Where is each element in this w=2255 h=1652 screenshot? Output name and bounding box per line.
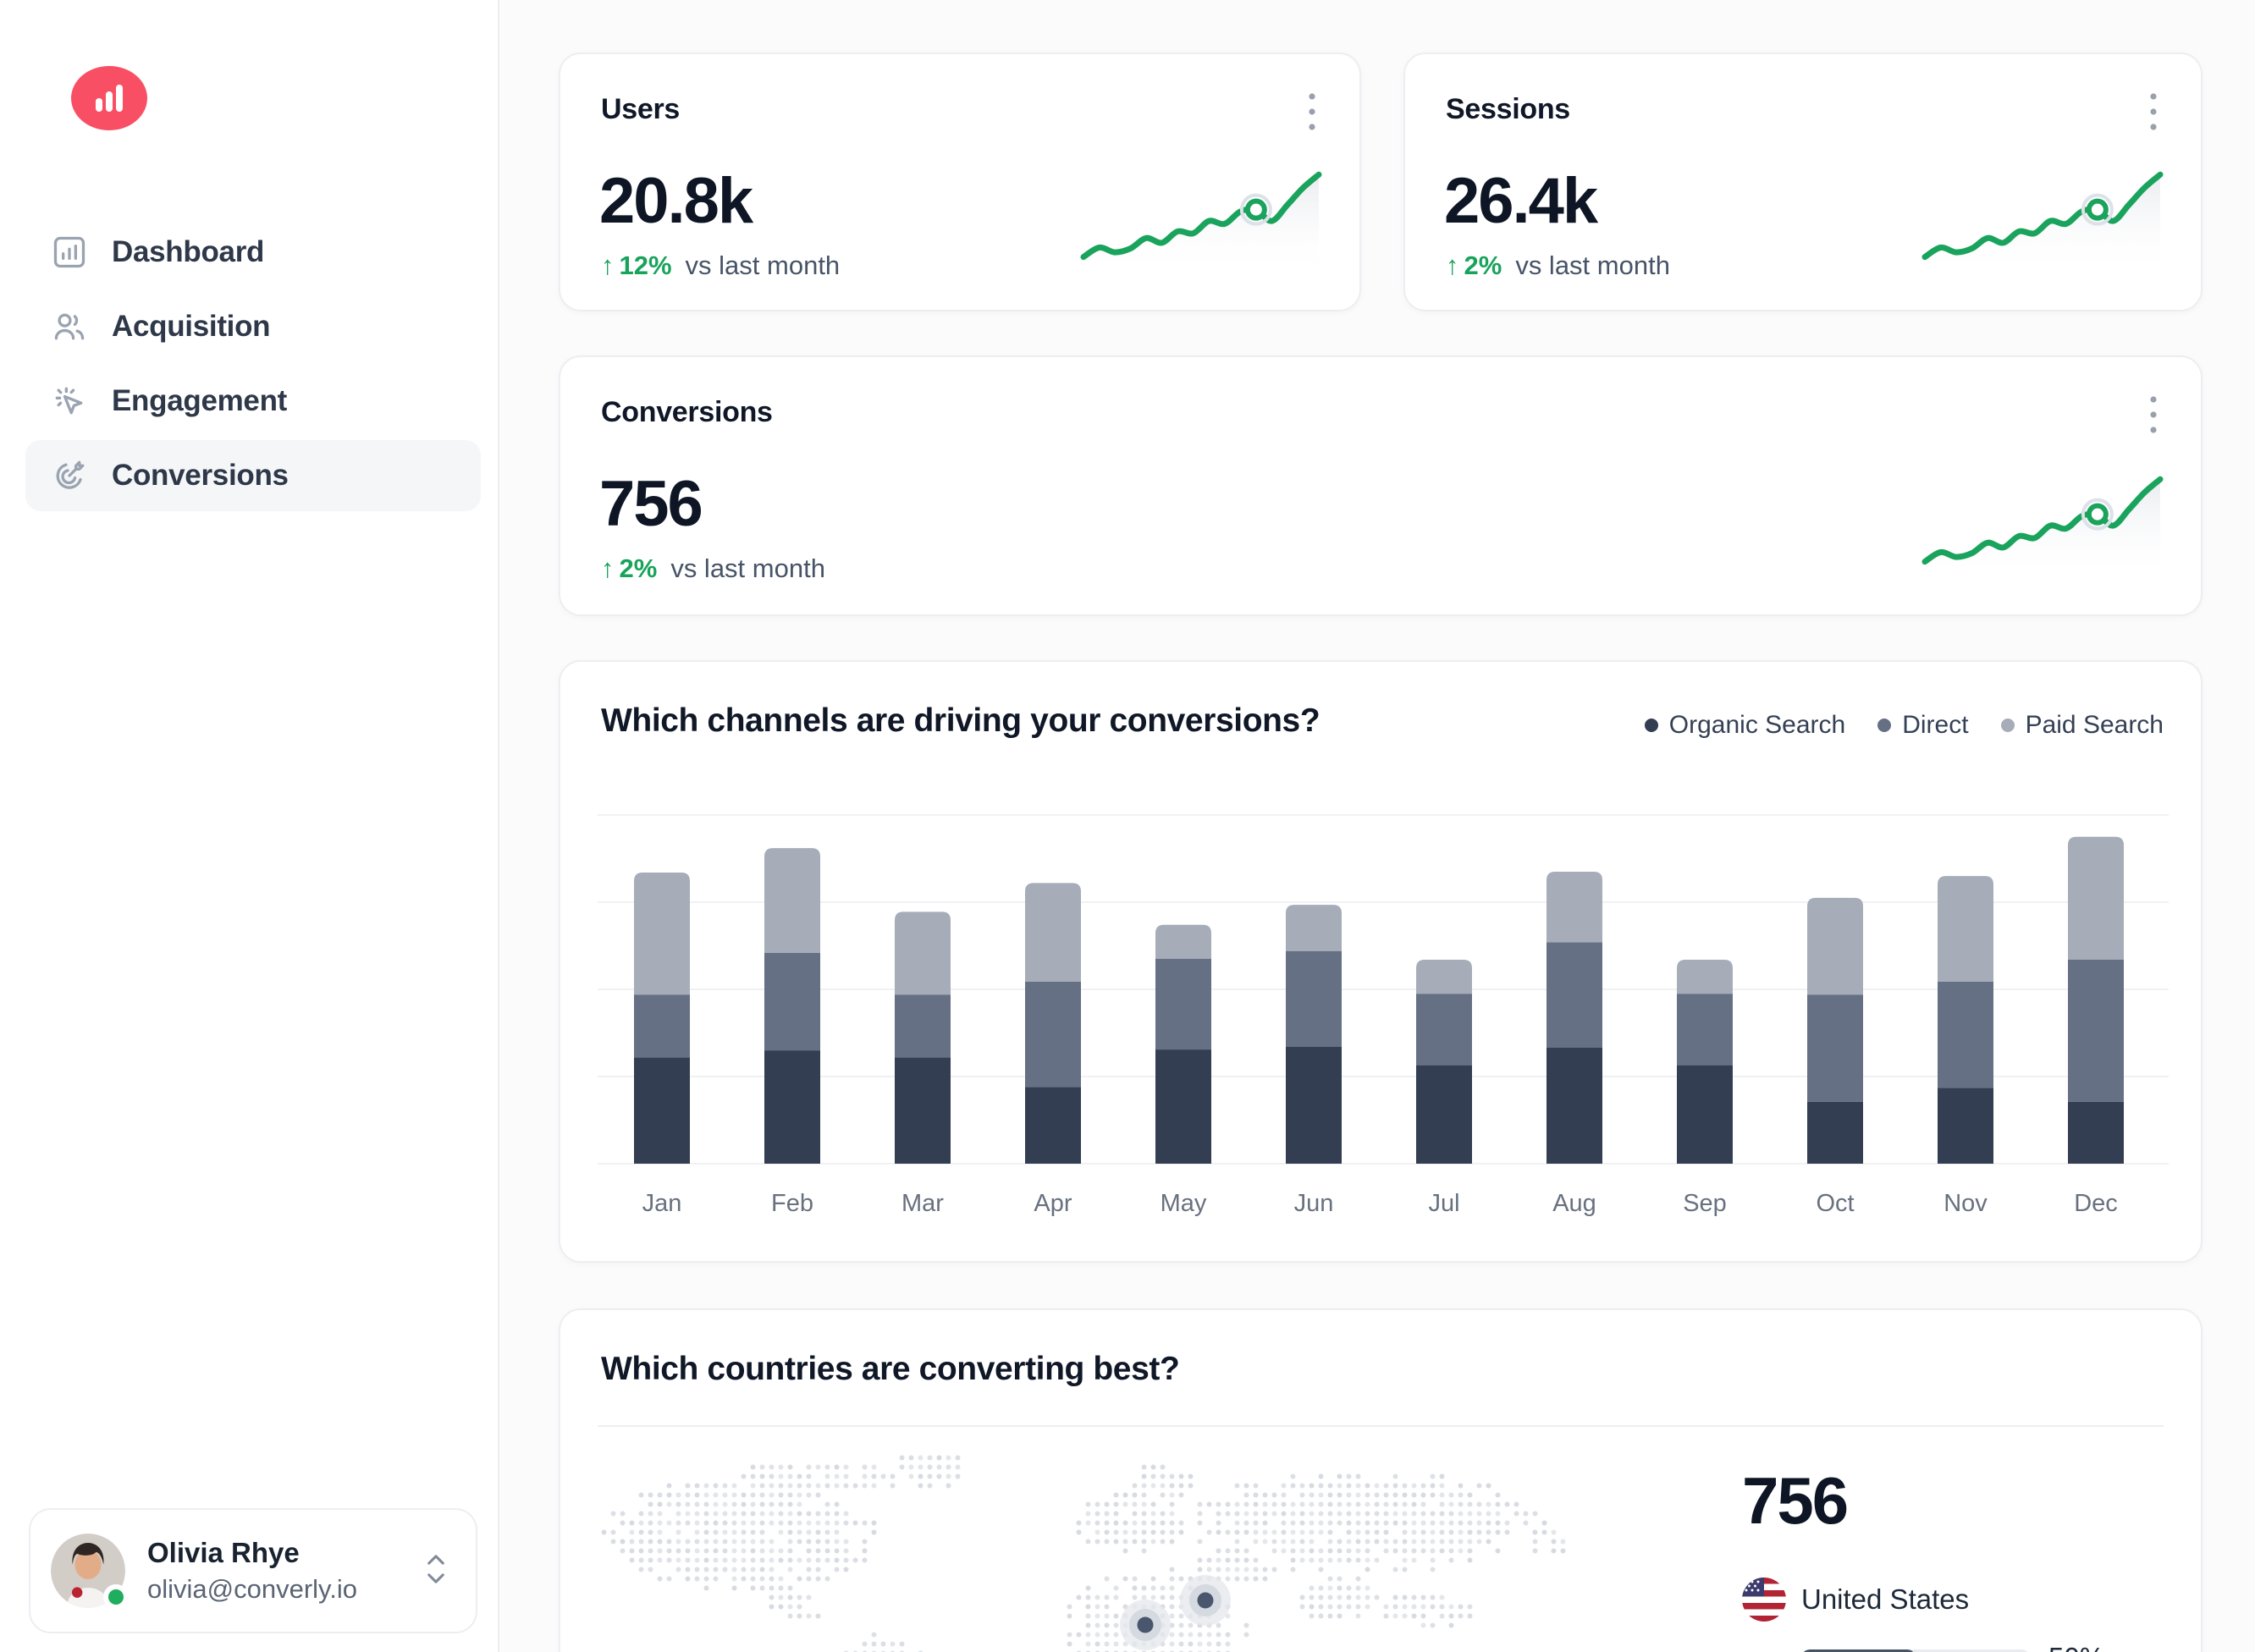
legend-item-paid-search[interactable]: Paid Search [2000,711,2164,740]
trend-up-arrow-icon: ↑ [1446,251,1459,280]
us-flag-icon [1742,1578,1786,1622]
card-title: Conversions [601,396,773,428]
stat-card-users: Users 20.8k ↑ 12% vs last month [559,52,1361,311]
countries-card: Which countries are converting best? 756 [559,1308,2203,1652]
legend-dot [1644,719,1658,732]
chart-legend: Organic Search Direct Paid Search [1644,711,2164,740]
svg-text:Oct: Oct [1816,1190,1854,1217]
card-title: Users [601,93,681,125]
delta-percent: 12% [619,251,672,280]
sidebar: Dashboard Acquisition Engagement Convers… [0,0,499,1652]
svg-text:Dec: Dec [2074,1190,2118,1217]
target-icon [51,457,88,494]
svg-text:Jan: Jan [642,1190,682,1217]
svg-text:Jul: Jul [1428,1190,1459,1217]
delta-percent: 2% [619,553,658,583]
sidebar-item-dashboard[interactable]: Dashboard [25,217,481,288]
user-profile[interactable]: Olivia Rhye olivia@converly.io [29,1508,477,1633]
svg-text:Jun: Jun [1294,1190,1334,1217]
svg-text:Feb: Feb [771,1190,813,1217]
sidebar-item-label: Conversions [112,459,289,492]
country-progress-fill [1801,1649,1916,1652]
card-title: Sessions [1446,93,1570,125]
sidebar-item-label: Acquisition [112,310,271,343]
svg-text:Aug: Aug [1552,1190,1596,1217]
chevron-up-down-icon[interactable] [422,1550,450,1592]
countries-total-value: 756 [1742,1463,1849,1538]
svg-text:Sep: Sep [1683,1190,1727,1217]
bar-chart-icon [51,234,88,271]
delta-percent: 2% [1464,251,1502,280]
trend-up-arrow-icon: ↑ [601,251,615,280]
sidebar-nav: Dashboard Acquisition Engagement Convers… [25,217,481,515]
delta-suffix: vs last month [1515,251,1670,280]
countries-title: Which countries are converting best? [601,1351,1180,1387]
country-row[interactable]: United States 50% [1742,1578,2167,1652]
channels-chart-card: Which channels are driving your conversi… [559,660,2203,1263]
sparkline-chart [1921,476,2164,581]
svg-text:May: May [1161,1190,1207,1217]
profile-email: olivia@converly.io [147,1574,357,1604]
legend-dot [2000,719,2015,732]
legend-dot [1877,719,1892,732]
svg-text:Nov: Nov [1943,1190,1988,1217]
kebab-menu-icon[interactable] [2135,86,2172,137]
kebab-menu-icon[interactable] [2135,389,2172,440]
stat-card-sessions: Sessions 26.4k ↑ 2% vs last month [1403,52,2203,311]
country-name: United States [1801,1583,1970,1615]
delta-suffix: vs last month [685,251,841,280]
sidebar-item-engagement[interactable]: Engagement [25,366,481,437]
online-status-dot [103,1584,129,1610]
app-logo[interactable] [71,66,147,130]
legend-item-organic-search[interactable]: Organic Search [1644,711,1845,740]
stat-card-conversions: Conversions 756 ↑ 2% vs last month [559,355,2203,616]
svg-text:Apr: Apr [1034,1190,1072,1217]
sidebar-item-label: Dashboard [112,235,265,268]
delta-suffix: vs last month [670,553,825,583]
channels-title: Which channels are driving your conversi… [601,702,1320,739]
svg-text:Mar: Mar [901,1190,944,1217]
legend-item-direct[interactable]: Direct [1877,711,1969,740]
sidebar-item-conversions[interactable]: Conversions [25,440,481,511]
country-progress-bar [1801,1649,2030,1652]
cursor-click-icon [51,383,88,420]
avatar [51,1534,129,1610]
stat-value: 26.4k [1444,165,1598,237]
sparkline-chart [1921,171,2164,276]
divider [598,1425,2164,1427]
stat-value: 20.8k [599,165,753,237]
country-percent: 50% [2048,1642,2104,1652]
sidebar-item-acquisition[interactable]: Acquisition [25,291,481,362]
profile-name: Olivia Rhye [147,1537,300,1568]
users-icon [51,308,88,345]
trend-up-arrow-icon: ↑ [601,553,615,583]
sidebar-item-label: Engagement [112,384,288,417]
world-dot-map [601,1455,1566,1652]
stat-value: 756 [599,468,703,540]
logo-bars-icon [96,85,123,112]
sparkline-chart [1080,171,1322,276]
kebab-menu-icon[interactable] [1293,86,1331,137]
stacked-bar-chart: Jan Feb Mar Apr May Jun Jul Aug Sep Oct Nov Dec [598,814,2169,1217]
